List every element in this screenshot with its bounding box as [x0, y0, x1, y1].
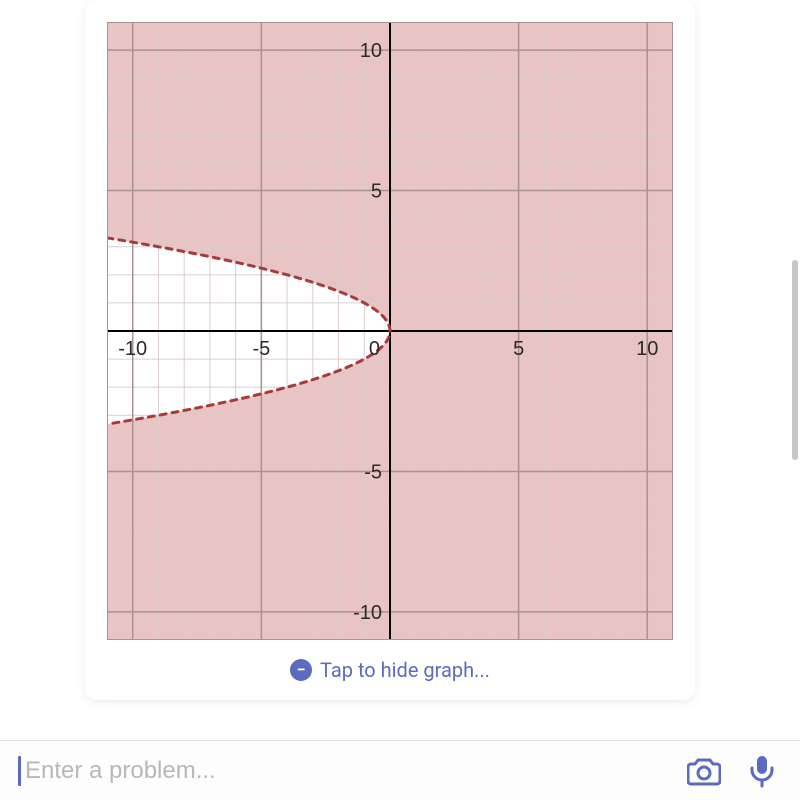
chart-container: -10 -5 5 10 0 -10 -5 5 10 [107, 22, 673, 644]
hide-graph-label: Tap to hide graph... [320, 658, 490, 682]
svg-text:5: 5 [513, 338, 524, 360]
text-cursor [18, 756, 21, 786]
svg-text:10: 10 [636, 338, 658, 360]
svg-text:-10: -10 [353, 602, 382, 624]
scrollbar-thumb[interactable] [792, 260, 798, 460]
minus-icon: − [290, 659, 312, 681]
inequality-chart: -10 -5 5 10 0 -10 -5 5 10 [107, 22, 673, 640]
problem-input[interactable] [25, 757, 666, 785]
svg-text:5: 5 [371, 181, 382, 203]
svg-text:10: 10 [360, 40, 382, 62]
graph-card: -10 -5 5 10 0 -10 -5 5 10 − Tap to hide graph... [85, 0, 695, 700]
hide-graph-button[interactable]: − Tap to hide graph... [107, 644, 673, 692]
svg-text:-10: -10 [118, 338, 147, 360]
svg-text:-5: -5 [364, 461, 382, 483]
svg-text:0: 0 [369, 338, 380, 360]
svg-text:-5: -5 [252, 338, 270, 360]
mic-icon[interactable] [742, 751, 782, 791]
input-wrap[interactable] [18, 756, 666, 786]
camera-icon[interactable] [684, 751, 724, 791]
input-bar [0, 740, 800, 800]
